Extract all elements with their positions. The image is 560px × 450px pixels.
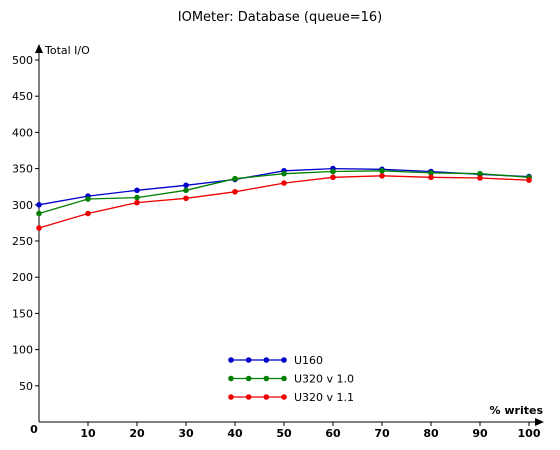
legend: U160 U320 v 1.0 U320 v 1.1 <box>228 354 354 404</box>
y-tick-label: 450 <box>12 90 33 103</box>
data-point <box>134 187 140 194</box>
data-point <box>36 210 42 217</box>
data-point <box>183 182 189 189</box>
legend-swatch-point <box>245 375 252 382</box>
data-point <box>85 196 91 202</box>
data-point <box>36 202 42 208</box>
legend-swatch-point <box>245 357 252 363</box>
x-tick-label: 100 <box>518 427 541 440</box>
legend-swatch-point <box>263 375 270 382</box>
y-axis-label: Total I/O <box>44 44 90 57</box>
data-point <box>330 168 336 175</box>
legend-item-0: U160 <box>228 354 323 367</box>
series-layer <box>36 165 532 231</box>
data-point <box>281 180 287 186</box>
legend-swatch-point <box>263 357 270 363</box>
y-axis-arrow <box>35 44 43 53</box>
x-tick-label: 50 <box>276 427 292 440</box>
data-point <box>379 173 385 179</box>
data-point <box>183 195 189 202</box>
data-point <box>379 167 385 174</box>
series-2 <box>36 173 532 231</box>
legend-swatch-point <box>228 375 234 382</box>
legend-label: U160 <box>294 354 323 367</box>
legend-swatch-point <box>281 357 287 363</box>
y-tick-label: 500 <box>12 54 33 67</box>
legend-item-2: U320 v 1.1 <box>228 391 354 404</box>
legend-swatch-point <box>281 394 287 400</box>
data-point <box>36 225 42 231</box>
x-tick-label: 80 <box>423 427 439 440</box>
x-tick-label: 60 <box>325 427 341 440</box>
y-tick-label: 350 <box>12 163 33 176</box>
y-tick-label: 300 <box>12 199 33 212</box>
x-tick-label: 70 <box>374 427 390 440</box>
data-point <box>330 174 336 181</box>
y-tick-label: 150 <box>12 307 33 320</box>
data-point <box>477 175 483 181</box>
data-point <box>134 194 140 201</box>
y-tick-label: 100 <box>12 344 33 357</box>
y-tick-label: 50 <box>19 380 33 393</box>
y-tick-label: 250 <box>12 235 33 248</box>
chart-title: IOMeter: Database (queue=16) <box>177 10 383 25</box>
x-tick-label: 20 <box>129 427 145 440</box>
data-point <box>232 188 238 195</box>
axes: 50 100 150 200 250 300 350 400 450 500 10 20 30 40 50 6… <box>12 44 544 440</box>
y-tick-label: 400 <box>12 126 33 139</box>
legend-label: U320 v 1.0 <box>294 373 354 386</box>
data-point <box>183 187 189 194</box>
data-point <box>477 170 483 177</box>
legend-item-1: U320 v 1.0 <box>228 373 354 386</box>
data-point <box>281 170 287 177</box>
legend-swatch-point <box>245 394 252 400</box>
data-point <box>428 170 434 176</box>
legend-swatch-point <box>228 357 234 363</box>
data-point <box>134 199 140 206</box>
x-tick-label: 40 <box>227 427 243 440</box>
series-1 <box>36 167 532 217</box>
x-axis-label: % writes <box>490 404 544 417</box>
legend-swatch-point <box>228 394 234 400</box>
legend-label: U320 v 1.1 <box>294 391 354 404</box>
legend-swatch-point <box>263 394 270 400</box>
data-point <box>232 175 238 182</box>
x-tick-label: 10 <box>80 427 96 440</box>
data-point <box>526 177 532 183</box>
x-tick-label: 30 <box>178 427 194 440</box>
data-point <box>85 210 91 217</box>
data-point <box>428 174 434 181</box>
origin-label: 0 <box>30 423 38 436</box>
x-axis-arrow <box>535 418 544 426</box>
y-tick-label: 200 <box>12 271 33 284</box>
x-tick-label: 90 <box>472 427 488 440</box>
legend-swatch-point <box>281 375 287 382</box>
